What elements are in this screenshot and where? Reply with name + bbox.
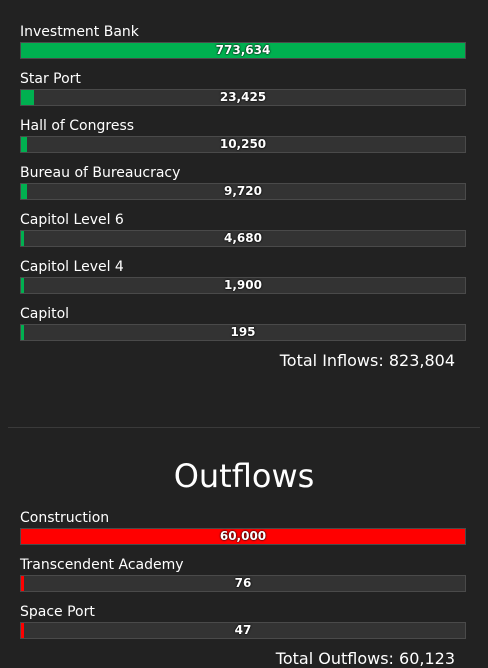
section-divider — [8, 427, 480, 428]
inflow-bar-fill — [21, 325, 24, 340]
outflow-label: Transcendent Academy — [20, 557, 184, 573]
inflow-bar: 4,680 — [20, 230, 466, 247]
outflow-value: 47 — [234, 623, 252, 637]
inflow-bar: 23,425 — [20, 89, 466, 106]
outflow-bar: 60,000 — [20, 528, 466, 545]
inflow-value: 9,720 — [224, 184, 262, 198]
inflow-label: Capitol Level 6 — [20, 212, 124, 228]
inflow-bar-fill — [21, 278, 24, 293]
inflow-value: 1,900 — [224, 278, 262, 292]
outflow-bar-fill — [21, 623, 24, 638]
inflow-value: 10,250 — [219, 137, 267, 151]
outflow-value: 60,000 — [219, 529, 267, 543]
outflow-bar-fill — [21, 576, 24, 591]
outflow-value: 76 — [234, 576, 252, 590]
inflow-bar-fill — [21, 90, 34, 105]
inflow-bar: 1,900 — [20, 277, 466, 294]
total-inflows: Total Inflows: 823,804 — [279, 351, 455, 370]
inflow-bar: 10,250 — [20, 136, 466, 153]
outflow-bar: 47 — [20, 622, 466, 639]
inflow-bar-fill — [21, 231, 24, 246]
inflow-label: Capitol — [20, 306, 70, 322]
inflow-label: Star Port — [20, 71, 81, 87]
inflow-label: Hall of Congress — [20, 118, 135, 134]
inflow-value: 773,634 — [215, 43, 271, 57]
total-outflows: Total Outflows: 60,123 — [275, 649, 455, 668]
inflow-bar-fill — [21, 43, 465, 58]
outflow-label: Construction — [20, 510, 110, 526]
inflow-value: 23,425 — [219, 90, 267, 104]
inflow-bar: 9,720 — [20, 183, 466, 200]
outflow-label: Space Port — [20, 604, 95, 620]
inflow-bar: 195 — [20, 324, 466, 341]
inflow-bar: 773,634 — [20, 42, 466, 59]
outflow-bar: 76 — [20, 575, 466, 592]
inflow-value: 195 — [230, 325, 256, 339]
outflows-title: Outflows — [173, 457, 315, 495]
inflow-bar-fill — [21, 137, 27, 152]
inflow-label: Investment Bank — [20, 24, 139, 40]
outflow-bar-fill — [21, 529, 465, 544]
inflow-value: 4,680 — [224, 231, 262, 245]
inflow-label: Capitol Level 4 — [20, 259, 124, 275]
inflow-label: Bureau of Bureaucracy — [20, 165, 181, 181]
clipped-heading-remnant: · · · — [0, 0, 488, 4]
inflow-bar-fill — [21, 184, 27, 199]
